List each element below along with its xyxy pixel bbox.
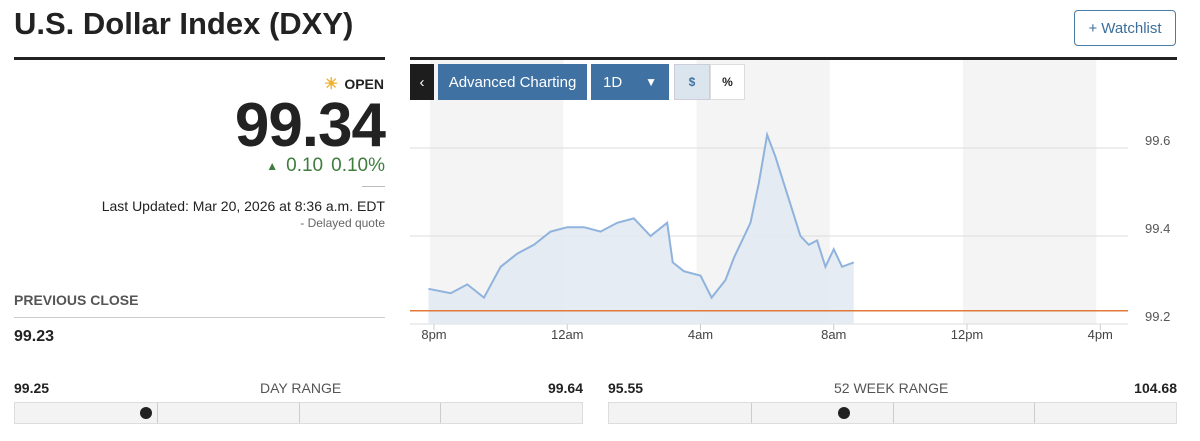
- x-tick-label: 8pm: [421, 327, 446, 342]
- previous-close-value: 99.23: [14, 328, 55, 345]
- sun-icon: ☀: [323, 76, 339, 93]
- market-status: ☀ OPEN: [324, 74, 384, 94]
- week52-range-low: 95.55: [608, 380, 644, 396]
- y-tick-label: 99.4: [1145, 221, 1170, 236]
- day-range-marker: [139, 407, 152, 419]
- week52-range-marker: [838, 407, 851, 419]
- y-tick-label: 99.6: [1145, 133, 1170, 148]
- delayed-quote: - Delayed quote: [300, 216, 385, 230]
- chevron-left-icon: ‹: [419, 73, 425, 91]
- change-percent: 0.10%: [331, 155, 385, 176]
- status-text: OPEN: [344, 76, 384, 92]
- advanced-charting-button[interactable]: Advanced Charting: [438, 64, 587, 100]
- price-line: [428, 131, 855, 300]
- x-tick-label: 4am: [688, 327, 713, 342]
- plus-icon: +: [1088, 19, 1098, 37]
- week52-range-bar: [608, 402, 1177, 424]
- day-range-high: 99.64: [547, 380, 583, 396]
- day-range-bar: [14, 402, 583, 424]
- collapse-button[interactable]: ‹: [410, 64, 434, 100]
- day-range-low: 99.25: [14, 380, 50, 396]
- period-value: 1D: [603, 73, 623, 91]
- x-tick-label: 4pm: [1088, 327, 1113, 342]
- price-chart[interactable]: 99.6 99.4 99.2 8pm 12am 4am 8am 12pm 4pm: [410, 60, 1200, 350]
- watchlist-label: Watchlist: [1101, 19, 1162, 37]
- percent-toggle[interactable]: %: [710, 64, 745, 100]
- price: 99.34: [234, 91, 386, 160]
- divider: [14, 57, 385, 60]
- price-change: ▲ 0.10 0.10%: [266, 155, 385, 177]
- day-range-label: DAY RANGE: [260, 380, 342, 396]
- dollar-toggle[interactable]: $: [674, 64, 710, 100]
- week52-range-high: 104.68: [1134, 380, 1177, 396]
- period-dropdown[interactable]: 1D ▼: [591, 64, 669, 100]
- x-tick-label: 8am: [821, 327, 846, 342]
- previous-close-label: PREVIOUS CLOSE: [14, 292, 139, 308]
- last-updated: Last Updated: Mar 20, 2026 at 8:36 a.m. …: [101, 198, 385, 214]
- x-tick-label: 12am: [551, 327, 584, 342]
- triangle-up-icon: ▲: [266, 159, 279, 173]
- week52-range-label: 52 WEEK RANGE: [834, 380, 949, 396]
- time-band: [963, 60, 1097, 324]
- x-tick-label: 12pm: [951, 327, 984, 342]
- price-area: [428, 134, 854, 324]
- divider: [410, 57, 1177, 60]
- divider: [362, 186, 385, 187]
- caret-down-icon: ▼: [645, 75, 657, 89]
- page-title: U.S. Dollar Index (DXY): [14, 6, 354, 41]
- y-tick-label: 99.2: [1145, 309, 1170, 324]
- change-value: 0.10: [286, 155, 324, 176]
- divider: [14, 317, 385, 318]
- watchlist-button[interactable]: + Watchlist: [1074, 10, 1176, 46]
